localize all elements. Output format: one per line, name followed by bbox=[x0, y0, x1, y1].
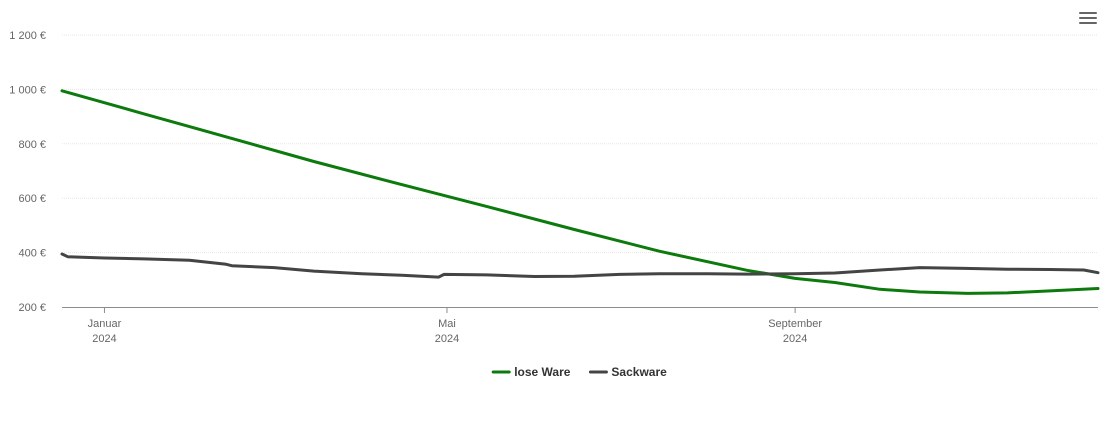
y-tick-label: 400 € bbox=[18, 248, 46, 260]
series-line-sackware bbox=[60, 252, 1100, 279]
x-tick-year: 2024 bbox=[435, 333, 459, 345]
legend: lose Ware Sackware bbox=[491, 365, 667, 379]
x-tick-year: 2024 bbox=[92, 333, 116, 345]
series-line-lose-ware bbox=[60, 89, 1100, 295]
plot-area bbox=[60, 89, 1100, 295]
y-tick-label: 1 000 € bbox=[9, 84, 46, 96]
x-tick-year: 2024 bbox=[783, 333, 807, 345]
menu-bar bbox=[1079, 22, 1097, 24]
y-tick-label: 200 € bbox=[18, 302, 46, 314]
hamburger-menu-icon[interactable] bbox=[1078, 12, 1098, 28]
legend-label: Sackware bbox=[611, 365, 667, 379]
y-tick-label: 800 € bbox=[18, 139, 46, 151]
y-tick-label: 600 € bbox=[18, 193, 46, 205]
menu-bar bbox=[1079, 12, 1097, 14]
x-tick-label: Mai bbox=[438, 318, 456, 330]
grid bbox=[62, 34, 1098, 254]
x-axis: Januar 2024 Mai 2024 September 2024 bbox=[88, 307, 822, 345]
y-tick-label: 1 200 € bbox=[9, 30, 46, 42]
x-tick-label: September bbox=[768, 318, 822, 330]
legend-item-sackware[interactable]: Sackware bbox=[588, 365, 667, 379]
legend-item-lose-ware[interactable]: lose Ware bbox=[491, 365, 571, 379]
x-tick-label: Januar bbox=[88, 318, 122, 330]
menu-bar bbox=[1079, 17, 1097, 19]
legend-label: lose Ware bbox=[514, 365, 571, 379]
y-axis: 200 € 400 € 600 € 800 € 1 000 € 1 200 € bbox=[9, 30, 46, 314]
